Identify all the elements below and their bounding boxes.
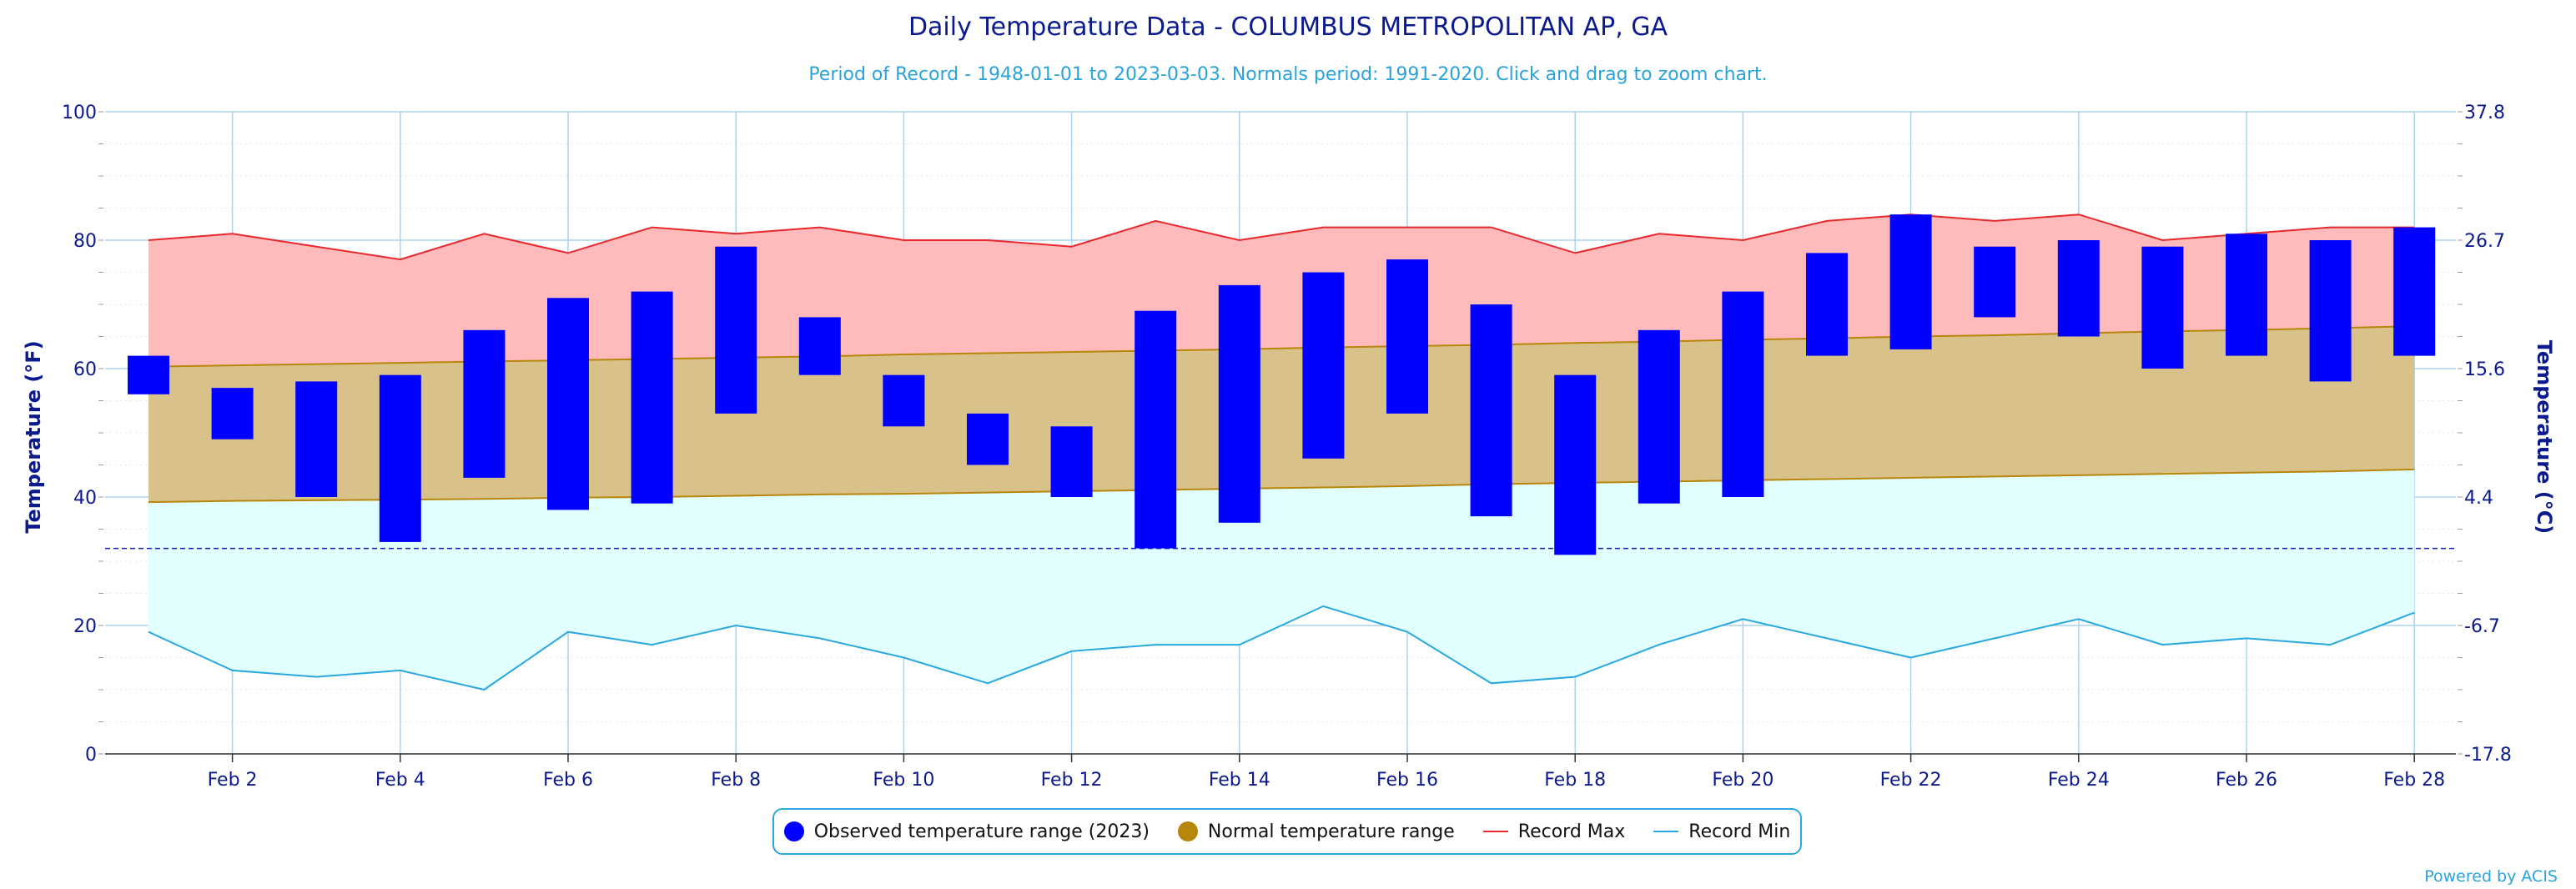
observed-bar-day-10[interactable] [883, 374, 925, 427]
observed-bar-day-13[interactable] [1135, 310, 1177, 549]
observed-bar-day-22[interactable] [1889, 214, 1932, 349]
x-tick-label: Feb 14 [1209, 770, 1270, 791]
y-tick-label-right: 26.7 [2464, 231, 2505, 252]
observed-bar-day-26[interactable] [2226, 234, 2267, 356]
chart-subtitle: Period of Record - 1948-01-01 to 2023-03… [808, 64, 1767, 85]
legend-observed-label: Observed temperature range (2023) [813, 821, 1150, 842]
observed-bar-day-15[interactable] [1302, 272, 1345, 459]
observed-bar-day-23[interactable] [1974, 246, 2016, 318]
legend-item-normal[interactable]: Normal temperature range [1177, 821, 1455, 842]
record-min-line [148, 605, 2415, 691]
y-tick-label-right: 4.4 [2464, 488, 2493, 509]
y-tick-label-left: 60 [73, 359, 97, 380]
y-tick-label-left: 80 [73, 231, 97, 252]
y-axis-label-left: Temperature (°F) [22, 340, 45, 533]
x-tick-label: Feb 22 [1880, 770, 1942, 791]
x-tick-label: Feb 2 [208, 770, 258, 791]
normal-high-line [148, 325, 2415, 368]
record-lines [105, 213, 2456, 691]
y-tick-label-right: 37.8 [2464, 103, 2505, 123]
x-tick-label: Feb 20 [1712, 770, 1774, 791]
observed-bar-day-1[interactable] [128, 355, 169, 394]
normal-dot-icon [1177, 821, 1198, 841]
x-tick-label: Feb 12 [1041, 770, 1103, 791]
record-max-line [148, 213, 2415, 261]
observed-bar-day-27[interactable] [2309, 240, 2352, 382]
y-tick-label-left: 40 [73, 488, 97, 509]
x-tick-label: Feb 6 [543, 770, 593, 791]
y-axis-label-right: Temperature (°C) [2533, 340, 2556, 535]
observed-bar-day-28[interactable] [2393, 227, 2436, 356]
observed-bar-day-16[interactable] [1386, 259, 1428, 414]
record-min-line-icon [1653, 831, 1679, 832]
x-tick-label: Feb 16 [1376, 770, 1438, 791]
observed-bar-day-21[interactable] [1806, 253, 1848, 356]
y-tick-label-left: 20 [73, 616, 97, 637]
axes: 0 20 40 60 80 100 -17.8 -6.7 4.4 15.6 26.7 37.8 Feb … [62, 103, 2512, 791]
observed-bar-day-2[interactable] [211, 388, 254, 439]
legend-item-observed[interactable]: Observed temperature range (2023) [783, 821, 1150, 842]
powered-by-link[interactable]: Powered by ACIS [2424, 867, 2558, 886]
x-tick-label: Feb 10 [873, 770, 934, 791]
observed-bar-day-25[interactable] [2141, 246, 2184, 369]
observed-bar-day-17[interactable] [1470, 304, 1512, 517]
observed-bar-day-19[interactable] [1638, 329, 1680, 504]
x-tick-label: Feb 26 [2216, 770, 2277, 791]
legend-record-min-label: Record Min [1688, 821, 1791, 842]
x-tick-label: Feb 18 [1544, 770, 1606, 791]
y-tick-label-left: 0 [85, 745, 97, 766]
record-min-to-normal-area [148, 469, 2415, 690]
observed-bar-day-12[interactable] [1050, 426, 1093, 497]
observed-bar-day-3[interactable] [295, 381, 338, 497]
legend-item-record-max[interactable]: Record Max [1482, 821, 1626, 842]
observed-bar-day-11[interactable] [967, 413, 1009, 465]
chart-title: Daily Temperature Data - COLUMBUS METROP… [908, 13, 1668, 42]
x-tick-label: Feb 8 [711, 770, 761, 791]
observed-bars[interactable] [128, 214, 2436, 555]
observed-bar-day-5[interactable] [463, 329, 506, 478]
normal-low-line [148, 468, 2415, 504]
x-tick-label: Feb 28 [2383, 770, 2445, 791]
observed-bar-day-18[interactable] [1554, 374, 1597, 555]
y-tick-label-right: 15.6 [2464, 359, 2505, 380]
legend-item-record-min[interactable]: Record Min [1653, 821, 1790, 842]
observed-bar-day-8[interactable] [715, 246, 757, 414]
observed-bar-day-14[interactable] [1218, 284, 1260, 523]
x-tick-label: Feb 24 [2048, 770, 2110, 791]
observed-bar-day-20[interactable] [1722, 291, 1764, 497]
y-tick-label-left: 100 [62, 103, 97, 123]
y-tick-label-right: -6.7 [2464, 616, 2500, 637]
observed-bar-day-4[interactable] [379, 374, 421, 542]
range-areas [148, 214, 2415, 690]
legend-normal-label: Normal temperature range [1207, 821, 1455, 842]
normal-to-record-max-area [148, 214, 2415, 367]
observed-bar-day-9[interactable] [798, 317, 841, 375]
record-max-line-icon [1482, 831, 1508, 832]
observed-bar-day-6[interactable] [547, 298, 589, 510]
observed-bar-day-7[interactable] [631, 291, 673, 504]
x-tick-label: Feb 4 [375, 770, 425, 791]
legend-record-max-label: Record Max [1517, 821, 1626, 842]
chart-legend: Observed temperature range (2023) Normal… [772, 808, 1802, 855]
y-tick-label-right: -17.8 [2464, 745, 2512, 766]
normal-range-area [148, 326, 2415, 503]
observed-dot-icon [783, 821, 804, 841]
observed-bar-day-24[interactable] [2057, 240, 2100, 337]
